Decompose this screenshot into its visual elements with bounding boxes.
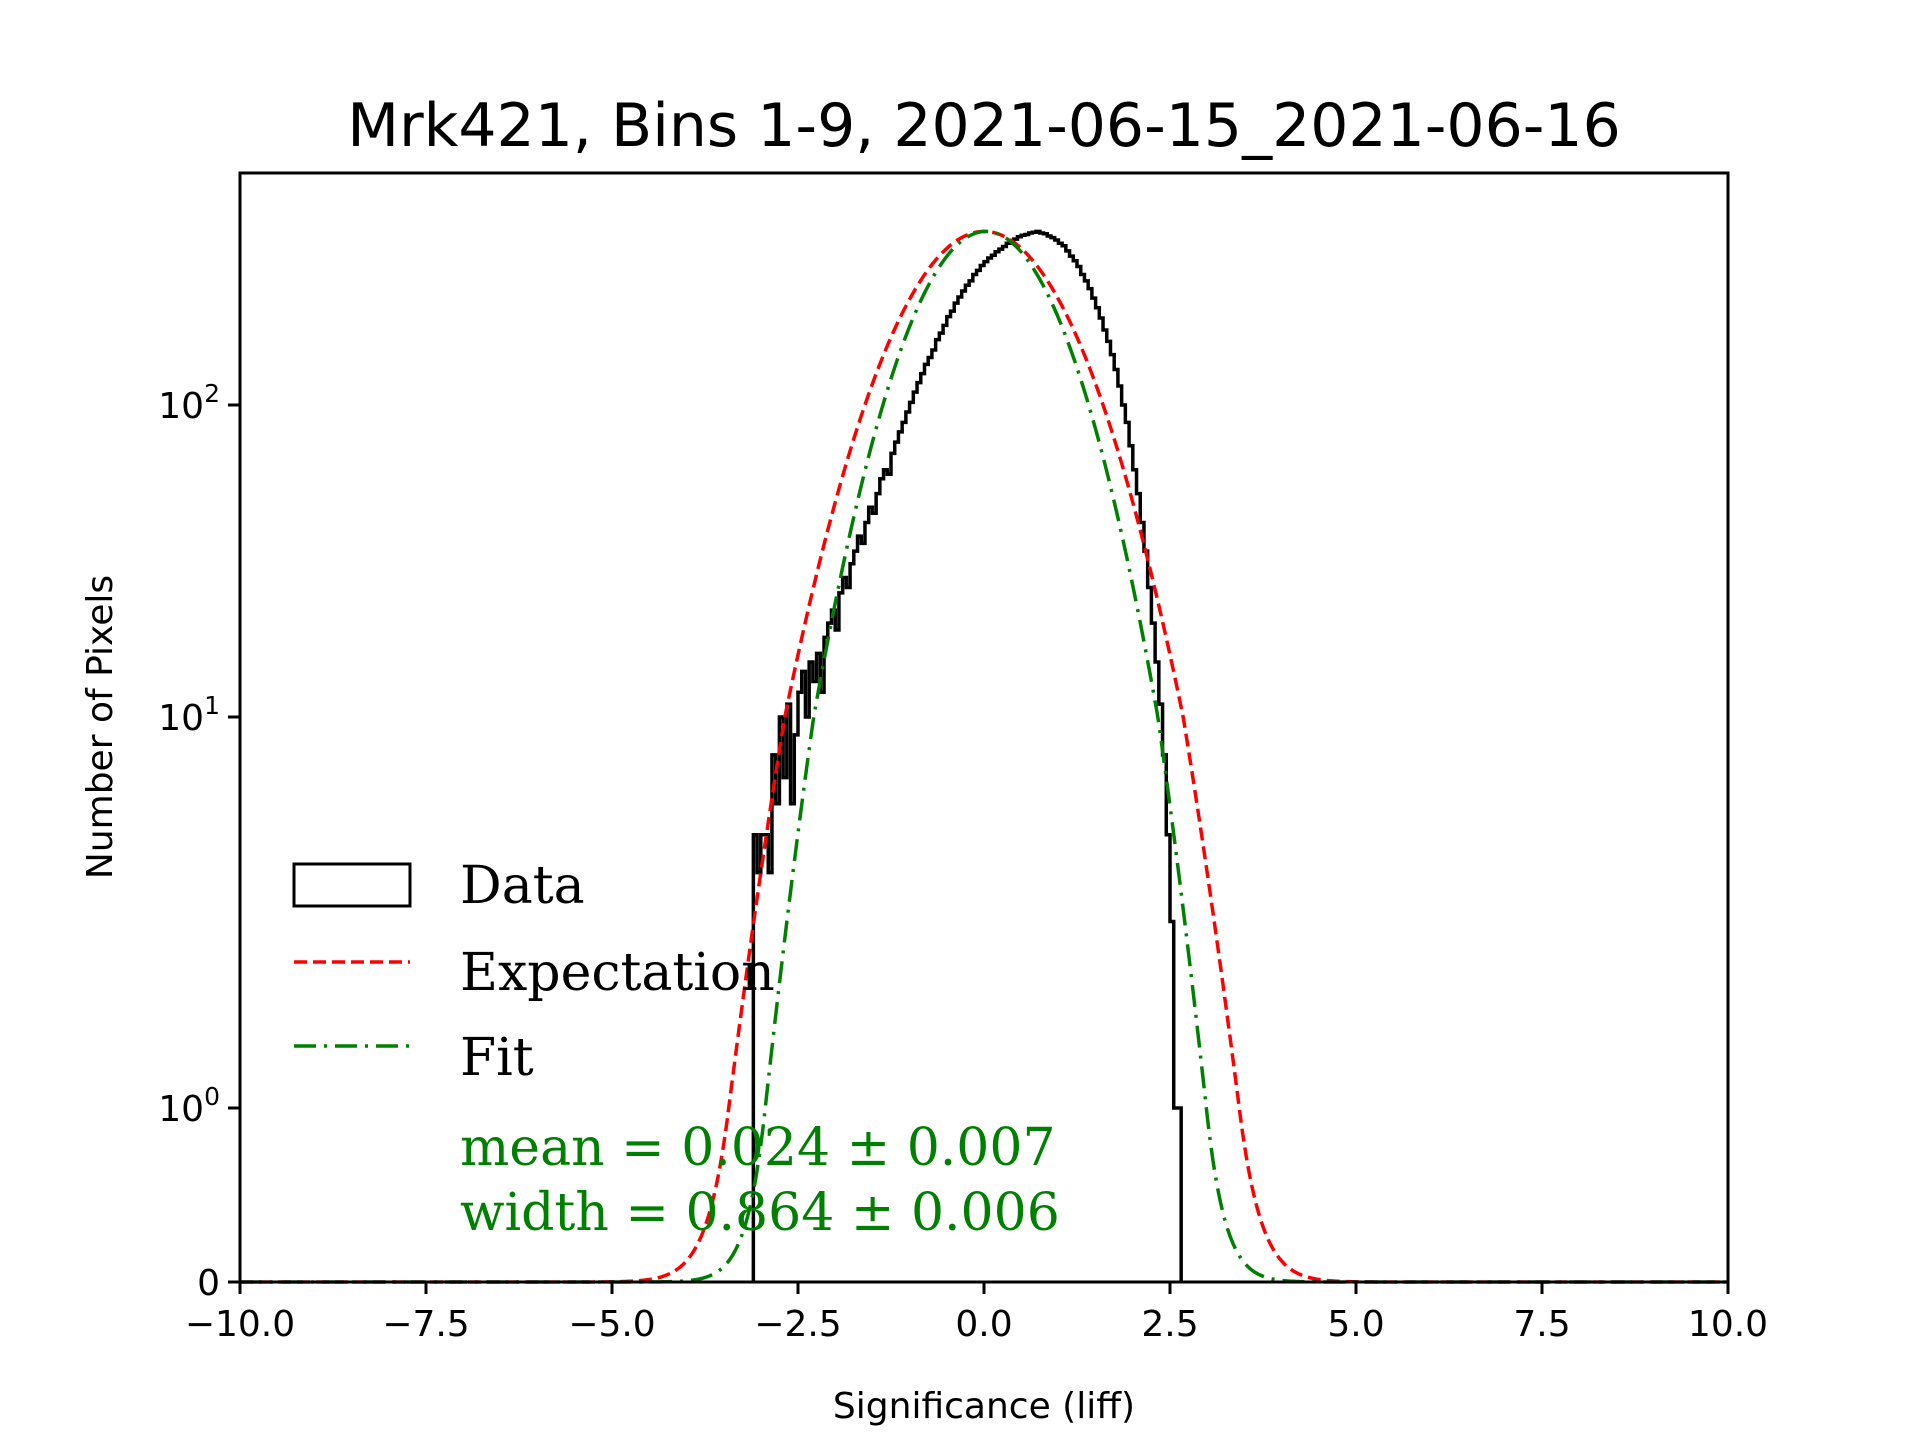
y-tick-label: 100	[158, 1082, 220, 1130]
chart-title: Mrk421, Bins 1-9, 2021-06-15_2021-06-16	[347, 91, 1621, 161]
legend-fit-label: Fit	[460, 1028, 534, 1088]
y-axis-label: Number of Pixels	[80, 575, 121, 879]
legend: Data Expectation Fit	[292, 856, 775, 1088]
x-axis: −10.0 −7.5 −5.0 −2.5 0.0 2.5 5.0 7.5 10.0	[185, 1282, 1768, 1345]
fit-mean-text: mean = 0.024 ± 0.007	[460, 1118, 1056, 1178]
x-tick-label: 10.0	[1688, 1304, 1768, 1345]
x-tick-label: −10.0	[185, 1304, 295, 1345]
fit-annotation: mean = 0.024 ± 0.007 width = 0.864 ± 0.0…	[460, 1118, 1060, 1243]
data-histogram	[751, 229, 1183, 1282]
x-tick-label: −5.0	[568, 1304, 655, 1345]
x-tick-label: −7.5	[382, 1304, 469, 1345]
legend-data-label: Data	[460, 856, 585, 916]
x-axis-label: Significance (liff)	[833, 1386, 1135, 1427]
y-tick-label: 0	[197, 1263, 220, 1304]
x-tick-label: 5.0	[1327, 1304, 1384, 1345]
y-tick-label: 102	[158, 379, 220, 427]
x-tick-label: 2.5	[1141, 1304, 1198, 1345]
fit-width-text: width = 0.864 ± 0.006	[460, 1183, 1060, 1243]
x-tick-label: 7.5	[1513, 1304, 1570, 1345]
legend-expectation-label: Expectation	[460, 943, 775, 1003]
y-tick-label: 101	[158, 691, 220, 739]
x-tick-label: 0.0	[955, 1304, 1012, 1345]
x-tick-label: −2.5	[754, 1304, 841, 1345]
y-axis: 0 100 101 102	[158, 379, 240, 1304]
legend-data-swatch	[292, 862, 412, 908]
